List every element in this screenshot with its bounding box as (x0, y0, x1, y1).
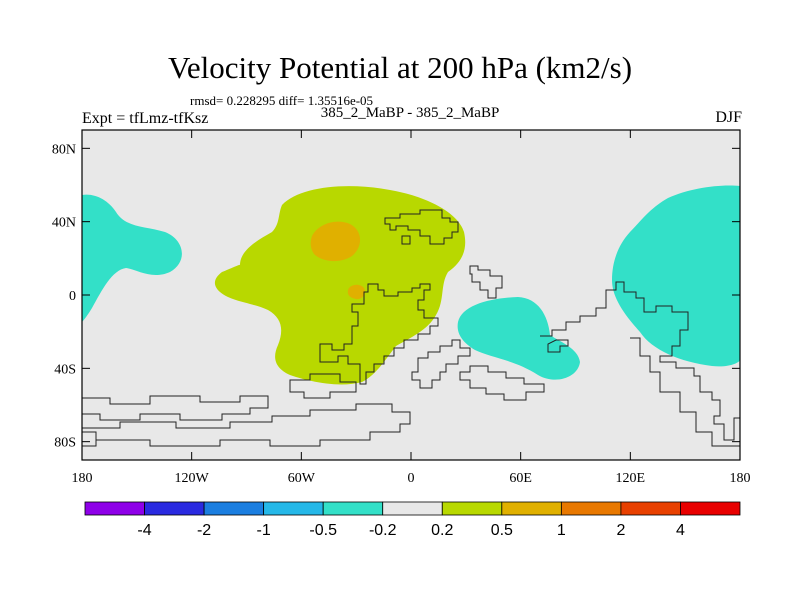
coastline-south-ring-2 (82, 403, 411, 447)
colorbar: -4 -2 -1 -0.5 -0.2 0.2 0.5 1 2 4 (84, 501, 741, 539)
coastline-small-island (401, 235, 411, 245)
coastline-east-margin (469, 265, 503, 299)
coastline-northern-continent (384, 209, 459, 245)
x-tick-label: 60E (509, 471, 532, 486)
x-tick-label: 0 (408, 471, 415, 486)
colorbar-label: 1 (557, 522, 566, 539)
colorbar-swatch (560, 501, 622, 516)
x-tick-label: 60W (288, 471, 316, 486)
colorbar-swatch (680, 501, 741, 516)
colorbar-swatch (382, 501, 443, 516)
colorbar-swatch (203, 501, 265, 516)
y-tick-label: 0 (69, 289, 76, 304)
x-tick-label: 120W (175, 471, 210, 486)
colorbar-swatch (84, 501, 145, 516)
colorbar-label: -1 (257, 522, 271, 539)
strong-positive-anomaly-core (310, 221, 361, 262)
coastline-south-ring-3 (289, 373, 357, 399)
colorbar-swatch (144, 501, 205, 516)
y-tick-label: 80N (52, 142, 76, 157)
colorbar-swatch (501, 501, 562, 516)
coastline-outlines (82, 209, 740, 447)
colorbar-swatch (620, 501, 681, 516)
stats-label: rmsd= 0.228295 diff= 1.35516e-05 (190, 93, 374, 108)
colorbar-swatch (322, 501, 384, 516)
strong-positive-anomaly-spot (347, 284, 365, 300)
coastline-central-continent (319, 283, 439, 385)
colorbar-label: 2 (616, 522, 625, 539)
season-label: DJF (715, 109, 742, 126)
x-axis: 180 120W 60W 0 60E 120E 180 (72, 130, 751, 486)
y-tick-label: 80S (54, 436, 76, 451)
y-tick-label: 40S (54, 362, 76, 377)
coastline-south-africa (411, 339, 471, 389)
x-tick-label: 180 (730, 471, 751, 486)
coastline-asia-inner (547, 339, 569, 353)
coastline-asia-south (540, 281, 740, 441)
colorbar-label: 0.5 (491, 522, 513, 539)
colorbar-label: -0.2 (369, 522, 397, 539)
y-tick-label: 40N (52, 216, 76, 231)
colorbar-swatch (263, 501, 324, 516)
plot-title: Velocity Potential at 200 hPa (km2/s) (167, 50, 633, 85)
negative-anomaly-region-indian-ocean (457, 297, 580, 380)
negative-anomaly-region-pacific (82, 194, 182, 322)
colorbar-swatch (441, 501, 503, 516)
colorbar-label: -0.5 (309, 522, 337, 539)
negative-anomaly-region-west-pacific (612, 185, 740, 367)
coastline-east-south (630, 337, 740, 447)
colorbar-label: -4 (137, 522, 151, 539)
y-axis: 80N 40N 0 40S 80S (52, 142, 740, 451)
coastline-south-ring-1 (82, 395, 269, 421)
runs-label: 385_2_MaBP - 385_2_MaBP (320, 105, 500, 121)
coastline-southern-arc (459, 365, 545, 401)
colorbar-label: 0.2 (431, 522, 453, 539)
coastline-west-south (82, 431, 97, 440)
x-tick-label: 180 (72, 471, 93, 486)
colorbar-label: -2 (197, 522, 211, 539)
x-tick-label: 120E (616, 471, 646, 486)
colorbar-label: 4 (676, 522, 685, 539)
experiment-label: Expt = tfLmz-tfKsz (82, 110, 209, 127)
